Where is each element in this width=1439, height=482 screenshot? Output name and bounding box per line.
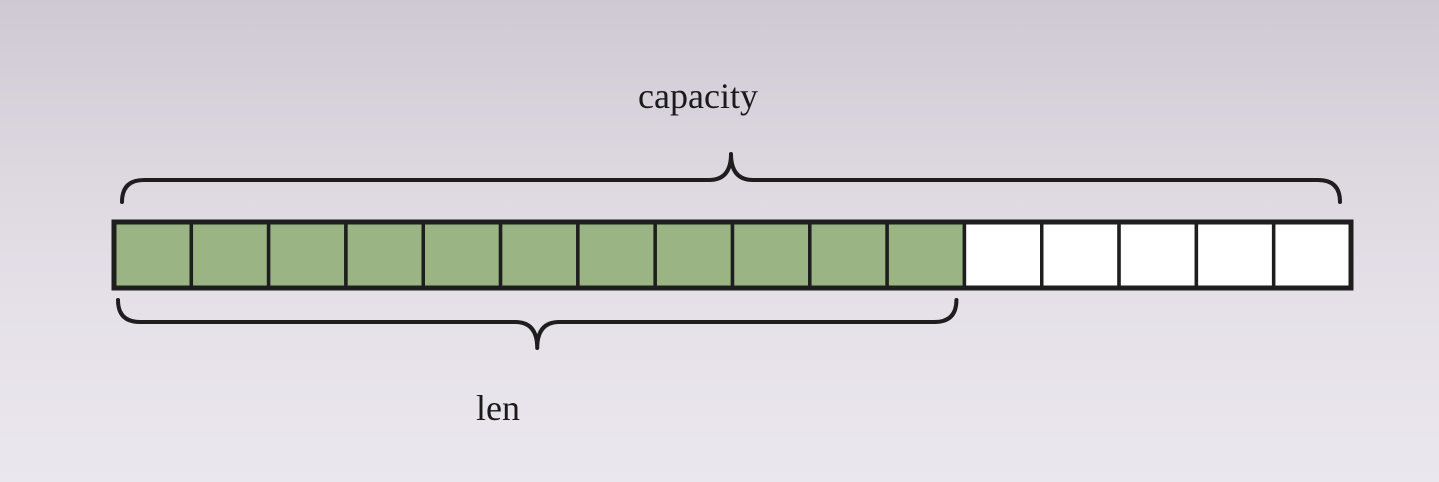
empty-cell: [1194, 220, 1276, 290]
empty-cell: [1271, 220, 1353, 290]
filled-cell: [421, 220, 503, 290]
len-label: len: [476, 388, 520, 428]
capacity-brace: [120, 152, 1342, 204]
filled-cell: [885, 220, 967, 290]
buffer-outline: [111, 219, 1354, 291]
len-brace: [116, 298, 959, 350]
filled-cell: [808, 220, 889, 290]
filled-cell: [653, 220, 735, 290]
empty-cell: [1117, 220, 1199, 290]
empty-cell: [962, 220, 1044, 290]
filled-cell: [498, 220, 580, 290]
filled-cell: [344, 220, 425, 290]
filled-cell: [730, 220, 812, 290]
filled-cell: [112, 220, 194, 290]
buffer-cells: [111, 219, 1354, 291]
filled-cell: [189, 220, 271, 290]
capacity-label: capacity: [638, 76, 758, 116]
empty-cell: [1040, 220, 1121, 290]
filled-cell: [576, 220, 657, 290]
filled-cell: [266, 220, 348, 290]
